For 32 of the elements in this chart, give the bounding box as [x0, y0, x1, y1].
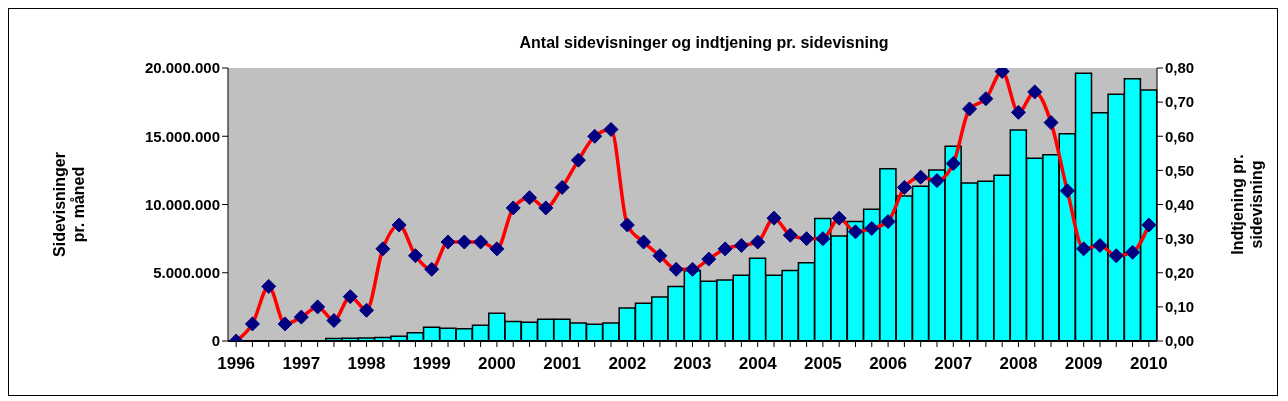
x-tick-label: 2003: [673, 354, 712, 374]
x-tick-label: 2004: [738, 354, 778, 374]
x-tick-label: 2000: [478, 354, 516, 374]
y2-tick-label: 0,80: [1165, 59, 1195, 77]
x-tick-label: 2010: [1129, 354, 1168, 374]
x-tick-label: 1996: [217, 354, 256, 374]
x-tick-label: 1999: [412, 354, 451, 374]
x-tick-label: 2009: [1064, 354, 1103, 374]
y2-tick-label: 0,50: [1165, 161, 1195, 179]
x-tick-label: 2006: [869, 354, 907, 374]
y-tick-label: 20.000.000: [144, 59, 220, 77]
y-axis-title: Sidevisninger pr. måned: [51, 152, 87, 257]
y2-tick-label: 0,60: [1165, 127, 1195, 145]
y2-tick-label: 0,30: [1165, 229, 1195, 247]
x-tick-label: 1997: [282, 354, 321, 374]
x-tick-label: 2008: [999, 354, 1038, 374]
x-tick-label: 2007: [934, 354, 973, 374]
y2-tick-label: 0,40: [1165, 195, 1195, 213]
x-tick-label: 2005: [803, 354, 842, 374]
chart-title: Antal sidevisninger og indtjening pr. sidevisning: [518, 34, 890, 52]
y-tick-label: 0: [211, 332, 220, 350]
y2-tick-label: 0,70: [1165, 93, 1195, 111]
x-tick-label: 2001: [543, 354, 582, 374]
y2-tick-label: 0,10: [1165, 298, 1195, 316]
y-tick-label: 15.000.000: [144, 127, 220, 145]
x-tick-label: 1998: [347, 354, 386, 374]
y2-axis-title: Indtjening pr. sidevisning: [1229, 154, 1265, 255]
x-tick-label: 2002: [608, 354, 647, 374]
y-tick-label: 5.000.000: [153, 264, 220, 282]
y-tick-label: 10.000.000: [144, 195, 220, 213]
y2-tick-label: 0,00: [1165, 332, 1195, 350]
y2-tick-label: 0,20: [1165, 264, 1195, 282]
